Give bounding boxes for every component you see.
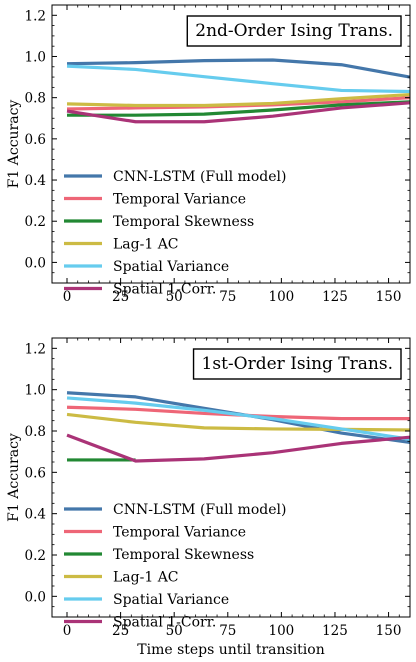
y-tick-label: 0.8 [25,424,46,440]
y-tick-label: 0.6 [25,465,46,481]
legend: CNN-LSTM (Full model) Temporal Variance Te… [64,169,286,298]
x-tick-label: 25 [112,289,129,305]
legend-label: Temporal Variance [113,525,246,541]
y-tick-label: 1.0 [25,49,46,65]
x-tick-label: 75 [219,289,236,305]
x-tick-label: 125 [322,623,348,639]
axes-frame [51,4,411,284]
x-tick-label: 50 [166,623,183,639]
y-tick-label: 0.0 [25,255,46,271]
series-group [66,58,410,124]
series-line [67,100,410,117]
legend-label: Lag-1 AC [113,570,179,586]
y-tick-label: 0.4 [25,507,46,523]
series-line [66,58,410,79]
y-tick-label: 1.0 [25,383,46,399]
x-tick-label: 0 [63,289,72,305]
y-axis-label: F1 Accuracy [6,433,22,522]
y-tick-label: 0.8 [25,91,46,107]
legend-label: Temporal Skewness [113,547,254,563]
series-line [66,101,410,124]
x-tick-label: 75 [219,623,236,639]
legend-label: Spatial Variance [113,592,229,608]
y-tick-label: 0.6 [25,132,46,148]
legend-label: Spatial 1-Corr. [113,615,216,631]
legend-label: CNN-LSTM (Full model) [113,502,286,518]
chart-title: 1st-Order Ising Trans. [202,354,393,374]
title-box [192,348,402,380]
x-tick-label: 125 [322,289,348,305]
axes-frame [51,337,411,618]
title-box [186,15,402,47]
y-axis-label: F1 Accuracy [6,100,22,189]
y-tick-label: 0.2 [25,214,46,230]
chart-panel-1: 0 25 50 75 100 125 150 0.0 0.2 0.4 0.6 0.8 1.0 1.2 F1 … [6,4,411,305]
series-line [66,92,410,108]
y-tick-label: 1.2 [25,341,46,357]
series-group [66,391,410,463]
legend-label: CNN-LSTM (Full model) [113,169,286,185]
legend-label: Temporal Variance [113,192,246,208]
x-tick-label: 150 [376,623,402,639]
x-tick-label: 100 [268,623,294,639]
chart-panel-2: 0 25 50 75 100 125 150 0.0 0.2 0.4 0.6 0.8 1.0 1.2 F1 … [6,337,411,658]
chart-title: 2nd-Order Ising Trans. [195,21,393,41]
legend: CNN-LSTM (Full model) Temporal Variance Te… [64,502,286,631]
y-tick-label: 1.2 [25,8,46,24]
y-tick-label: 0.4 [25,173,46,189]
legend-label: Spatial Variance [113,259,229,275]
x-tick-label: 50 [166,289,183,305]
legend-label: Spatial 1-Corr. [113,282,216,298]
series-line [66,412,410,432]
y-tick-label: 0.2 [25,548,46,564]
legend-label: Temporal Skewness [113,214,254,230]
legend-label: Lag-1 AC [113,237,179,253]
x-tick-label: 100 [268,289,294,305]
series-line [66,396,410,441]
x-axis-label: Time steps until transition [137,642,324,658]
x-tick-label: 150 [376,289,402,305]
series-line [66,64,410,94]
x-tick-label: 0 [63,623,72,639]
y-tick-label: 0.0 [25,589,46,605]
x-tick-label: 25 [112,623,129,639]
series-line [66,433,410,463]
